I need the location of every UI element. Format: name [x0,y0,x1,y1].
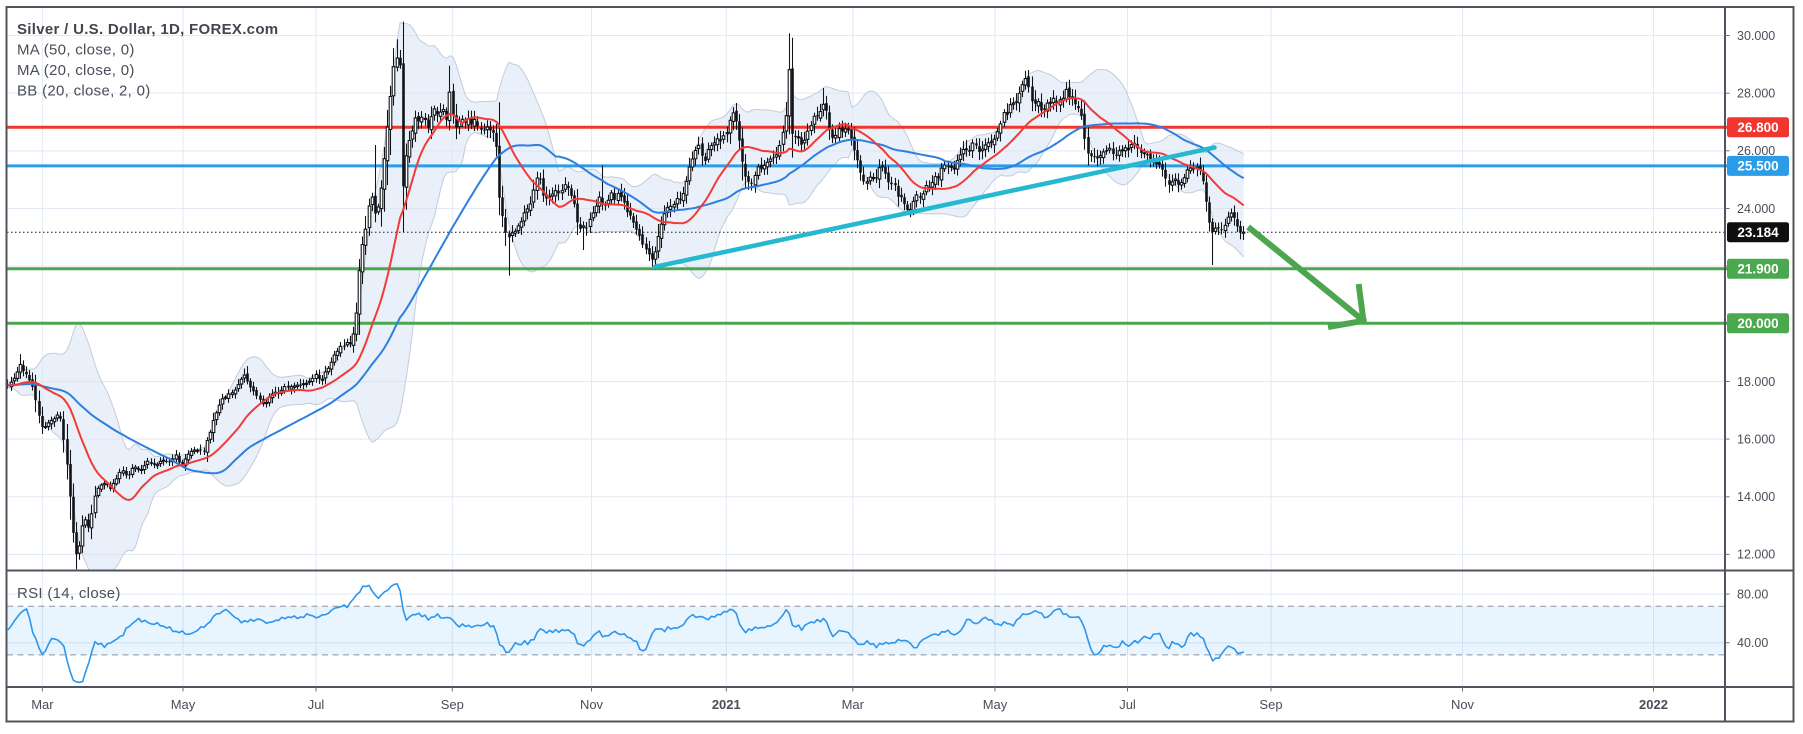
svg-text:Nov: Nov [580,697,604,712]
svg-text:12.000: 12.000 [1737,548,1775,562]
svg-text:21.900: 21.900 [1737,261,1778,276]
svg-text:23.184: 23.184 [1737,225,1779,240]
svg-text:Nov: Nov [1451,697,1475,712]
svg-text:2022: 2022 [1639,697,1668,712]
svg-text:14.000: 14.000 [1737,490,1775,504]
svg-text:80.00: 80.00 [1737,587,1768,601]
svg-text:BB (20, close, 2, 0): BB (20, close, 2, 0) [17,83,151,100]
svg-text:May: May [983,697,1008,712]
svg-text:Silver / U.S. Dollar, 1D, FORE: Silver / U.S. Dollar, 1D, FOREX.com [17,21,278,38]
svg-text:May: May [171,697,196,712]
svg-text:Sep: Sep [1259,697,1282,712]
svg-text:Mar: Mar [31,697,54,712]
svg-text:MA (20, close, 0): MA (20, close, 0) [17,62,135,79]
svg-text:Mar: Mar [842,697,865,712]
svg-text:30.000: 30.000 [1737,29,1775,43]
svg-text:Sep: Sep [441,697,464,712]
svg-text:RSI (14, close): RSI (14, close) [17,585,121,602]
svg-text:2021: 2021 [712,697,741,712]
svg-text:Jul: Jul [308,697,325,712]
svg-text:26.800: 26.800 [1737,120,1778,135]
svg-text:25.500: 25.500 [1737,159,1778,174]
svg-text:16.000: 16.000 [1737,432,1775,446]
svg-text:40.00: 40.00 [1737,636,1768,650]
svg-text:MA (50, close, 0): MA (50, close, 0) [17,42,135,59]
svg-text:18.000: 18.000 [1737,375,1775,389]
svg-text:28.000: 28.000 [1737,87,1775,101]
svg-text:Jul: Jul [1119,697,1136,712]
svg-text:26.000: 26.000 [1737,144,1775,158]
svg-text:20.000: 20.000 [1737,316,1778,331]
svg-text:24.000: 24.000 [1737,202,1775,216]
